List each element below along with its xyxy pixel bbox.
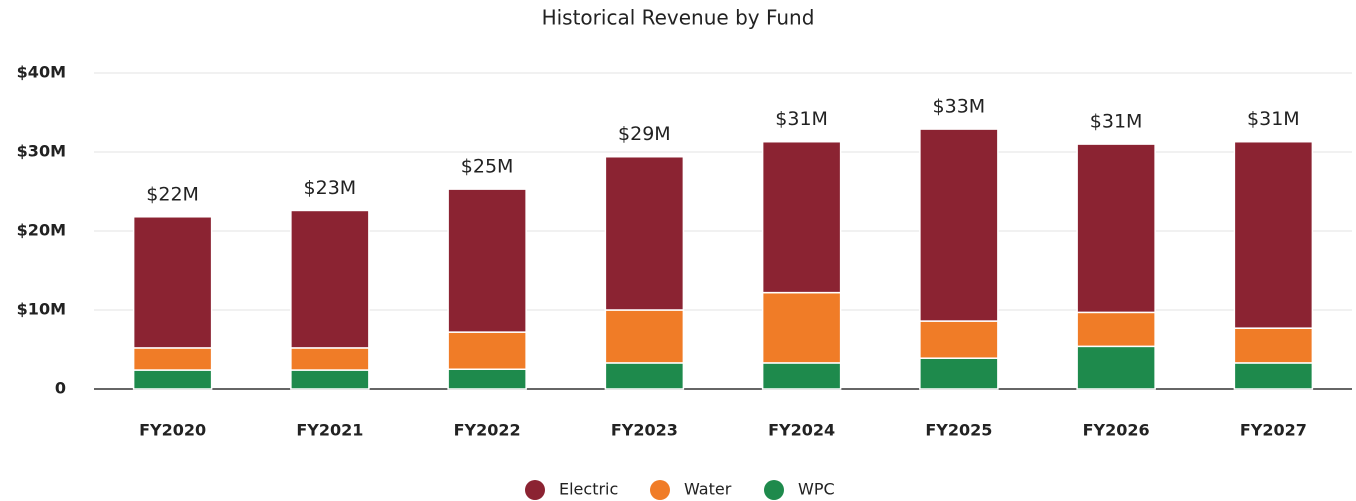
legend-label: Water [684,480,732,499]
total-label: $31M [775,108,828,130]
legend-label: Electric [559,480,618,499]
legend-marker [650,480,670,500]
bar-segment [290,209,370,349]
bar-segment [447,331,527,370]
bar-segment [761,291,842,364]
y-tick-label: 0 [55,379,66,398]
bar-segment [1233,362,1314,390]
bar-segment [447,188,527,333]
bar-segment [132,369,213,390]
y-tick-label: $10M [17,300,66,319]
x-tick-label: FY2020 [139,421,206,440]
y-tick-label: $30M [17,142,66,161]
bar-segment [132,216,213,349]
x-tick-label: FY2026 [1083,421,1150,440]
total-label: $31M [1247,108,1300,130]
legend-marker [764,480,784,500]
bar-segment [447,368,527,390]
x-tick-label: FY2021 [296,421,363,440]
total-label: $31M [1090,111,1143,133]
y-tick-label: $20M [17,221,66,240]
x-tick-label: FY2022 [454,421,521,440]
bar-segment [919,357,999,390]
y-tick-label: $40M [17,63,66,82]
bar-segment [919,320,999,359]
bar-segment [604,155,685,311]
bar-segment [1076,143,1156,314]
total-label: $29M [618,123,671,145]
x-tick-label: FY2024 [768,421,835,440]
bar-segment [290,369,370,390]
bar-segment [132,347,213,371]
total-label: $23M [304,177,357,199]
bar-segment [761,362,842,390]
bar-segment [919,128,999,322]
x-tick-label: FY2023 [611,421,678,440]
bar-segment [1233,140,1314,329]
x-tick-label: FY2027 [1240,421,1307,440]
chart-title: Historical Revenue by Fund [542,6,815,30]
total-label: $33M [933,96,986,118]
bar-segment [604,309,685,364]
legend-marker [525,480,545,500]
bar-segment [1076,345,1156,390]
bar-segment [290,347,370,371]
bar-segment [1233,327,1314,364]
legend-label: WPC [798,480,835,499]
bar-segment [1076,311,1156,348]
bar-segment [761,140,842,294]
x-tick-label: FY2025 [925,421,992,440]
bar-segment [604,362,685,390]
total-label: $22M [146,183,199,205]
total-label: $25M [461,156,514,178]
